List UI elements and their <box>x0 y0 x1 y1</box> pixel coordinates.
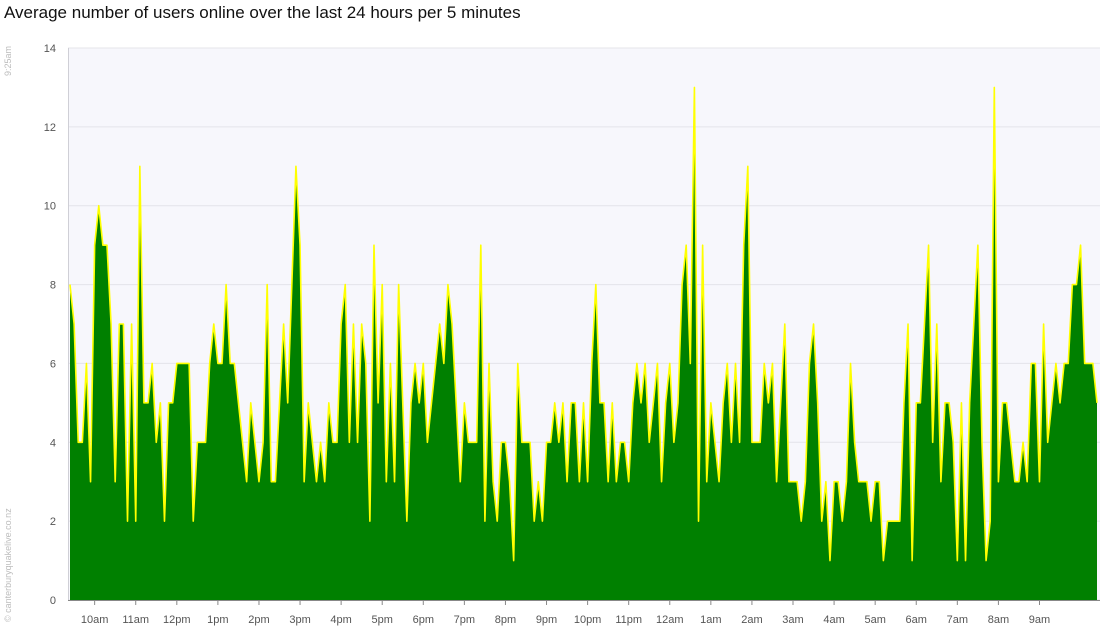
x-tick-label: 2am <box>741 614 762 626</box>
y-tick-label: 12 <box>44 122 56 134</box>
x-tick-label: 9pm <box>536 614 557 626</box>
chart-title: Average number of users online over the … <box>4 3 521 22</box>
line-series <box>69 86 1098 562</box>
y-tick-label: 14 <box>44 43 56 55</box>
x-tick-label: 10am <box>81 614 109 626</box>
x-tick-label: 10pm <box>574 614 602 626</box>
area-series <box>70 87 1097 601</box>
x-tick-label: 11am <box>122 614 149 626</box>
x-tick-label: 4am <box>823 614 844 626</box>
x-tick-label: 12pm <box>163 614 191 626</box>
x-tick-label: 11pm <box>615 614 642 626</box>
x-tick-label: 6am <box>906 614 927 626</box>
x-tick-label: 8pm <box>495 614 516 626</box>
x-tick-label: 5pm <box>372 614 393 626</box>
x-tick-label: 8am <box>988 614 1009 626</box>
x-tick-label: 6pm <box>413 614 434 626</box>
x-tick-label: 7pm <box>454 614 475 626</box>
x-tick-label: 1am <box>700 614 721 626</box>
x-tick-label: 7am <box>947 614 968 626</box>
x-tick-label: 1pm <box>207 614 228 626</box>
x-tick-label: 9am <box>1029 614 1050 626</box>
y-tick-label: 0 <box>50 595 56 607</box>
axis-ticks: 0 2 4 6 8 10 12 14 10am 11am 12pm 1pm 2pm 3pm 4pm 5pm 6p… <box>44 43 1050 626</box>
x-tick-label: 12am <box>656 614 684 626</box>
x-tick-label: 4pm <box>330 614 351 626</box>
y-tick-label: 6 <box>50 358 56 370</box>
x-tick-label: 5am <box>864 614 885 626</box>
y-tick-label: 8 <box>50 280 56 292</box>
y-tick-label: 4 <box>50 437 56 449</box>
x-tick-label: 3am <box>782 614 803 626</box>
y-tick-label: 2 <box>50 516 56 528</box>
x-tick-label: 3pm <box>289 614 310 626</box>
y-tick-label: 10 <box>44 201 56 213</box>
x-tick-label: 2pm <box>248 614 269 626</box>
